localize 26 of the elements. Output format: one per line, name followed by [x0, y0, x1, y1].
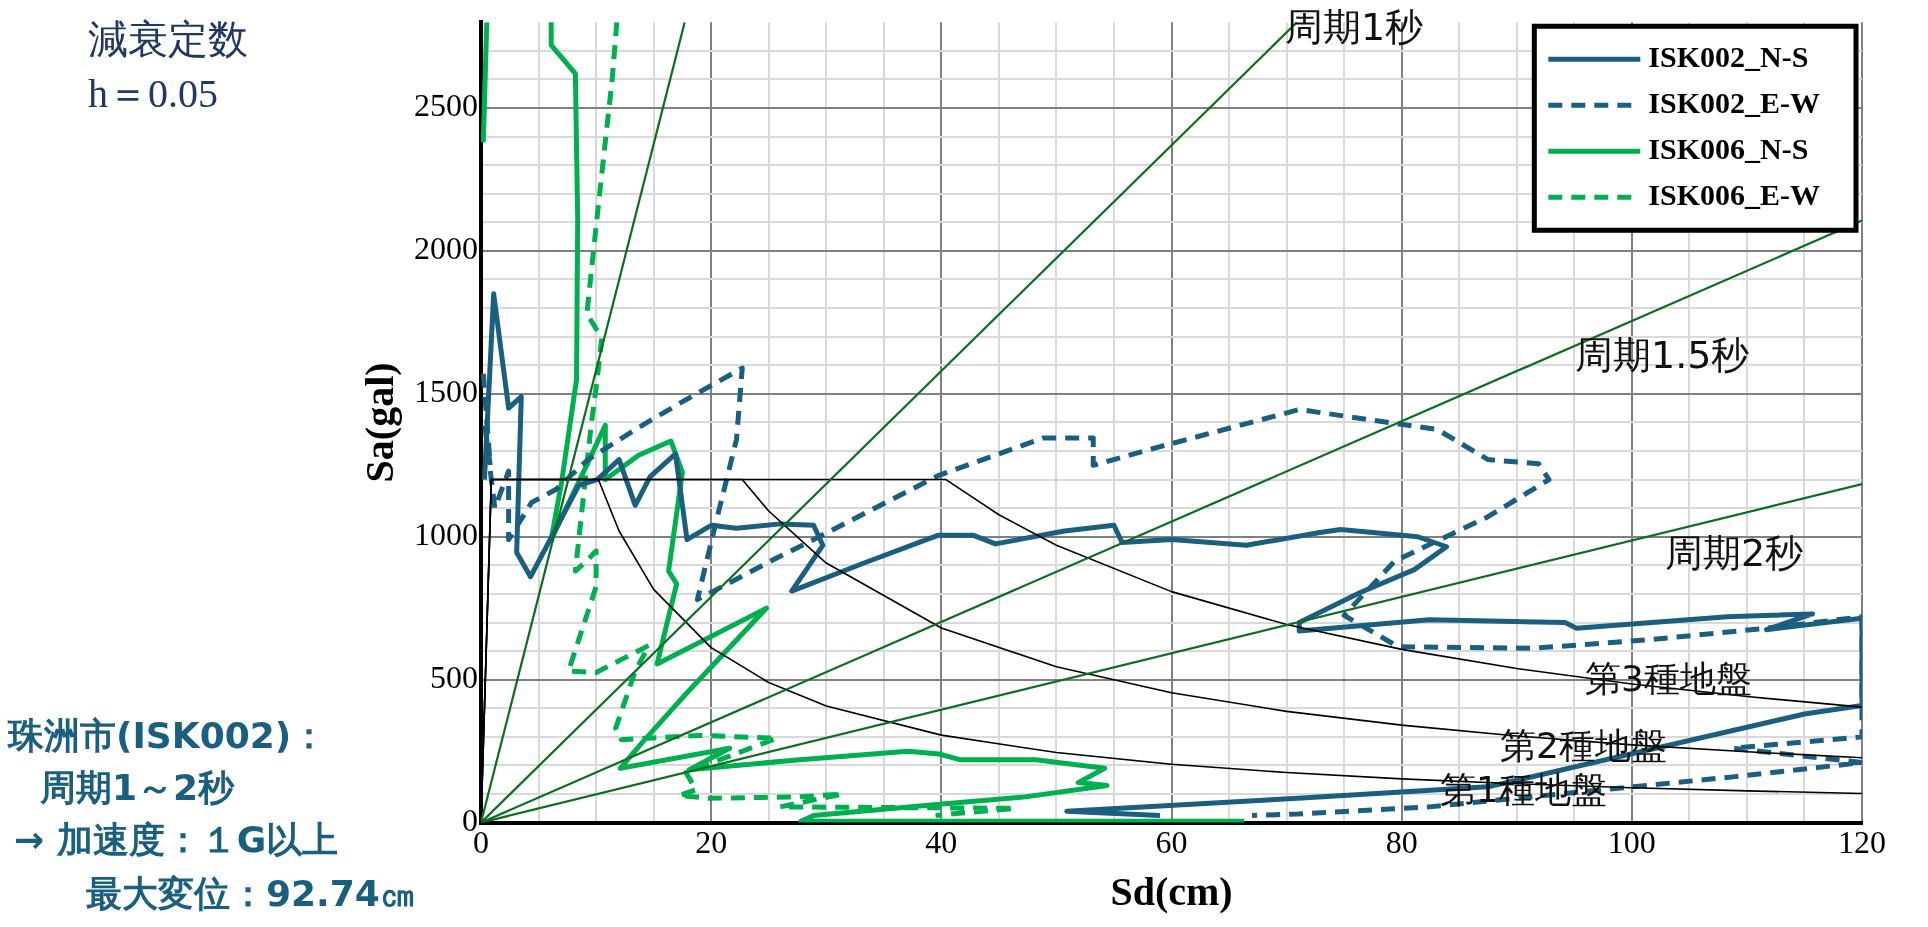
legend-label: ISK006_E-W	[1648, 177, 1821, 211]
x-axis-title: Sd(cm)	[1110, 869, 1233, 915]
legend-label: ISK006_N-S	[1648, 131, 1809, 165]
annotation: 周期2秒	[1665, 530, 1804, 577]
legend-label: ISK002_E-W	[1648, 85, 1821, 119]
text: → 加速度：１G以上	[14, 818, 339, 862]
legend-label: ISK002_N-S	[1648, 39, 1809, 73]
y-axis-title: Sa(gal)	[357, 362, 403, 483]
text: 減衰定数	[88, 15, 248, 64]
text: 珠洲市(ISK002)：	[8, 714, 328, 758]
x-tick-label: 40	[925, 824, 958, 861]
annotation: 周期1.5秒	[1575, 332, 1750, 379]
x-tick-label: 100	[1607, 824, 1656, 861]
x-tick-label: 20	[695, 824, 728, 861]
x-tick-label: 80	[1385, 824, 1418, 861]
x-tick-label: 60	[1155, 824, 1188, 861]
y-tick-label: 500	[430, 659, 478, 696]
text: 周期1～2秒	[40, 766, 235, 810]
annotation: 周期1秒	[1285, 4, 1424, 51]
y-tick-label: 1000	[414, 516, 478, 553]
y-tick-label: 1500	[414, 373, 478, 410]
x-tick-label: 120	[1838, 824, 1886, 861]
y-tick-label: 2500	[414, 87, 478, 124]
text: 最大変位：92.74㎝	[86, 872, 416, 916]
y-tick-label: 2000	[414, 230, 478, 267]
text: h＝0.05	[88, 70, 218, 118]
